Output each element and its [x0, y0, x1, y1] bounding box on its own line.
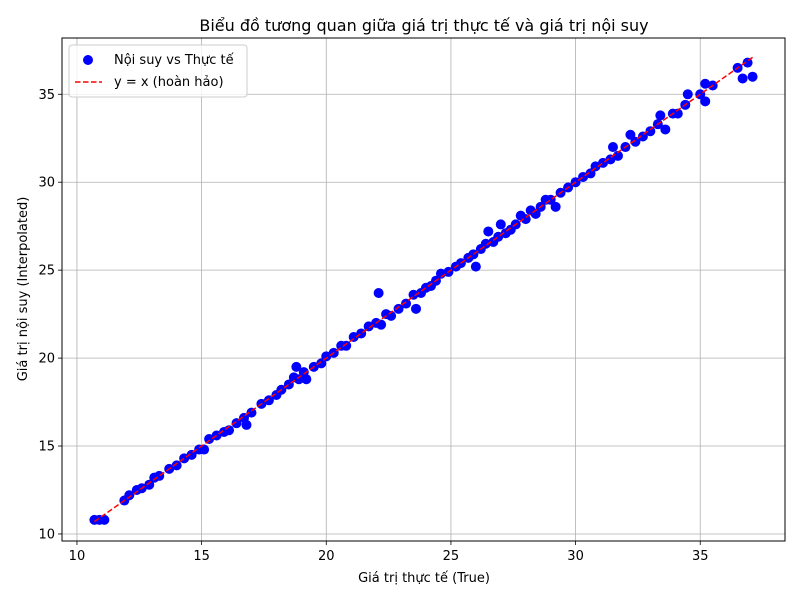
scatter-point [171, 460, 182, 471]
scatter-point [393, 303, 404, 314]
scatter-point [246, 407, 257, 418]
axes-frame [61, 37, 786, 542]
x-tick-label: 25 [443, 549, 460, 564]
plot-area [89, 56, 758, 525]
legend-label-line: y = x (hoàn hảo) [114, 75, 224, 90]
scatter-point [612, 150, 623, 161]
scatter-point [99, 514, 110, 525]
y-tick-label: 15 [38, 440, 55, 455]
chart-title: Biểu đồ tương quan giữa giá trị thực tế … [199, 16, 648, 35]
scatter-point [348, 331, 359, 342]
scatter-point [363, 321, 374, 332]
x-axis-label: Giá trị thực tế (True) [358, 571, 490, 586]
scatter-point [585, 168, 596, 179]
scatter-point [742, 57, 753, 68]
scatter-point [630, 136, 641, 147]
legend-marker-scatter [83, 55, 93, 65]
x-tick-label: 10 [69, 549, 86, 564]
scatter-point [700, 96, 711, 107]
y-axis: 10 15 20 25 30 35 [38, 88, 62, 542]
scatter-point [401, 298, 412, 309]
scatter-point [199, 444, 210, 455]
scatter-point [645, 126, 656, 137]
scatter-point [747, 71, 758, 82]
scatter-point [204, 433, 215, 444]
scatter-point [241, 419, 252, 430]
x-tick-label: 35 [692, 549, 709, 564]
legend-label-scatter: Nội suy vs Thực tế [114, 53, 234, 68]
y-tick-label: 20 [38, 352, 55, 367]
scatter-point [660, 124, 671, 135]
x-axis: 10 15 20 25 30 35 [69, 541, 709, 564]
scatter-point [605, 154, 616, 165]
scatter-point [373, 288, 384, 299]
x-tick-label: 20 [318, 549, 335, 564]
scatter-point [341, 340, 352, 351]
scatter-point [186, 449, 197, 460]
scatter-point [291, 361, 302, 372]
scatter-point [700, 78, 711, 89]
legend: Nội suy vs Thực tế y = x (hoàn hảo) [68, 44, 248, 98]
legend-box [68, 44, 248, 98]
grid [62, 38, 785, 541]
scatter-point [316, 358, 327, 369]
scatter-point [411, 303, 422, 314]
scatter-point [480, 238, 491, 249]
scatter-point [293, 374, 304, 385]
scatter-point [625, 129, 636, 140]
scatter-point [590, 161, 601, 172]
scatter-point [637, 131, 648, 142]
scatter-point [154, 470, 165, 481]
scatter-point [655, 110, 666, 121]
y-tick-label: 10 [38, 527, 55, 542]
scatter-point [495, 219, 506, 230]
y-tick-label: 35 [38, 88, 55, 103]
scatter-point [520, 214, 531, 225]
y-tick-label: 25 [38, 264, 55, 279]
scatter-point [144, 479, 155, 490]
y-axis-label: Giá trị nội suy (Interpolated) [16, 197, 31, 382]
scatter-point [607, 142, 618, 153]
scatter-point [672, 108, 683, 119]
scatter-point [682, 89, 693, 100]
scatter-point [301, 374, 312, 385]
scatter-point [231, 418, 242, 429]
scatter-point [321, 351, 332, 362]
x-tick-label: 30 [567, 549, 584, 564]
y-tick-label: 30 [38, 176, 55, 191]
scatter-point [737, 73, 748, 84]
scatter-point [408, 289, 419, 300]
scatter-point [483, 226, 494, 237]
x-tick-label: 15 [193, 549, 210, 564]
scatter-point [550, 201, 561, 212]
scatter-point [263, 395, 274, 406]
scatter-point [470, 261, 481, 272]
reference-line-y-equals-x [93, 56, 754, 523]
scatter-point [124, 490, 135, 501]
scatter-point [376, 319, 387, 330]
